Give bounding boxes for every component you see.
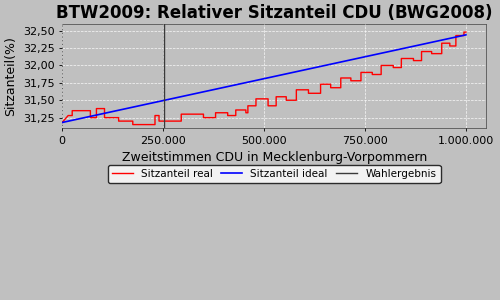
Sitzanteil ideal (382, 51, 388, 54)
Sitzanteil ideal (336, 61, 342, 64)
Sitzanteil ideal (59, 121, 65, 124)
Legend: Sitzanteil real, Sitzanteil ideal, Wahlergebnis: Sitzanteil real, Sitzanteil ideal, Wahle… (108, 165, 440, 183)
Sitzanteil real (253, 97, 259, 101)
Sitzanteil real (370, 73, 376, 76)
Sitzanteil real (224, 114, 230, 117)
Sitzanteil real (130, 119, 136, 123)
Sitzanteil ideal (237, 82, 243, 86)
Title: BTW2009: Relativer Sitzanteil CDU (BWG2008): BTW2009: Relativer Sitzanteil CDU (BWG20… (56, 4, 492, 22)
Sitzanteil ideal (374, 52, 380, 56)
Sitzanteil real (59, 121, 65, 124)
Sitzanteil ideal (463, 33, 469, 37)
Sitzanteil real (284, 98, 290, 102)
Sitzanteil ideal (222, 85, 228, 89)
Line: Sitzanteil ideal: Sitzanteil ideal (62, 35, 466, 122)
X-axis label: Zweitstimmen CDU in Mecklenburg-Vorpommern: Zweitstimmen CDU in Mecklenburg-Vorpomme… (122, 151, 427, 164)
Sitzanteil real (463, 30, 469, 34)
Sitzanteil real (88, 109, 94, 112)
Sitzanteil real (461, 30, 467, 34)
Sitzanteil ideal (100, 112, 106, 115)
Sitzanteil real (130, 123, 136, 126)
Line: Sitzanteil real: Sitzanteil real (62, 32, 466, 124)
Y-axis label: Sitzanteil(%): Sitzanteil(%) (4, 36, 17, 116)
